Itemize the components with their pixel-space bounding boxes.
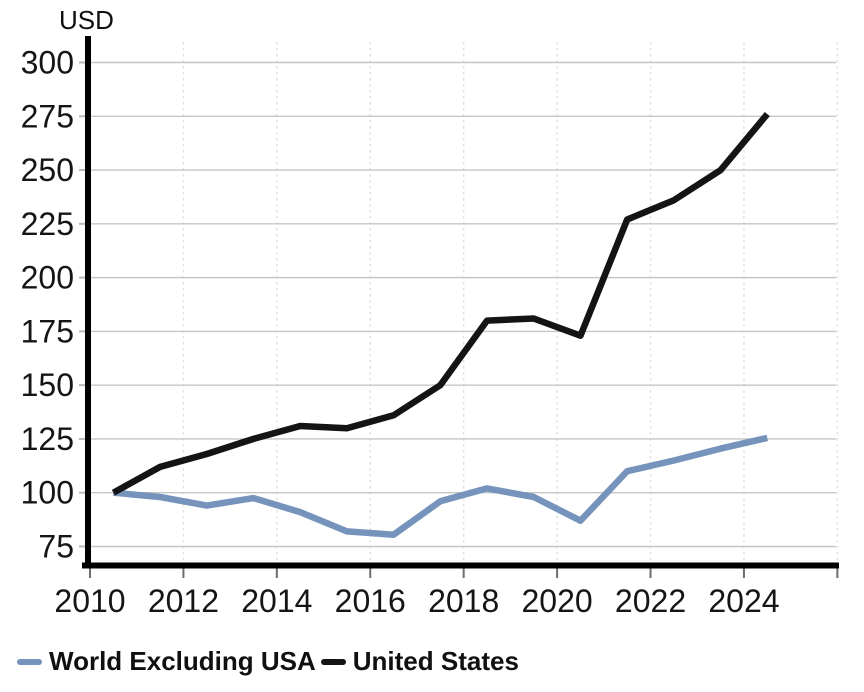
svg-text:2024: 2024	[708, 583, 779, 619]
series-line-world-excluding-usa	[113, 434, 769, 538]
svg-text:225: 225	[21, 206, 74, 242]
svg-text:2020: 2020	[522, 583, 593, 619]
svg-text:2010: 2010	[54, 583, 125, 619]
axes	[82, 36, 839, 569]
x-axis-labels: 2010 2012 2014 2016 2018 2020 2022 2024	[54, 583, 779, 619]
svg-text:300: 300	[21, 45, 74, 81]
svg-text:125: 125	[21, 421, 74, 457]
legend-dash-united-states-icon	[320, 658, 346, 665]
svg-text:2018: 2018	[428, 583, 499, 619]
legend-label-world-excluding-usa: World Excluding USA	[49, 646, 316, 676]
y-axis-labels: 75 100 125 150 175 200 225 250 275 300	[21, 45, 74, 565]
legend-dash-world-excluding-usa-icon	[17, 658, 42, 665]
x-axis-ticks	[89, 568, 839, 578]
svg-text:250: 250	[21, 152, 74, 188]
svg-text:75: 75	[38, 529, 74, 565]
vertical-gridlines	[182, 42, 839, 562]
svg-text:2012: 2012	[148, 583, 219, 619]
svg-text:275: 275	[21, 98, 74, 134]
legend-label-united-states: United States	[352, 646, 519, 676]
svg-text:2014: 2014	[241, 583, 312, 619]
y-axis-unit-label: USD	[59, 5, 114, 35]
svg-text:2022: 2022	[615, 583, 686, 619]
series-line-united-states	[111, 112, 770, 496]
svg-text:200: 200	[21, 260, 74, 296]
horizontal-gridlines	[90, 61, 836, 548]
legend-item-world-excluding-usa: World Excluding USA	[17, 646, 316, 677]
legend: World Excluding USA United States	[17, 646, 519, 677]
svg-text:175: 175	[21, 313, 74, 349]
svg-text:100: 100	[21, 475, 74, 511]
legend-item-united-states: United States	[320, 646, 519, 677]
svg-text:150: 150	[21, 367, 74, 403]
svg-text:2016: 2016	[335, 583, 406, 619]
